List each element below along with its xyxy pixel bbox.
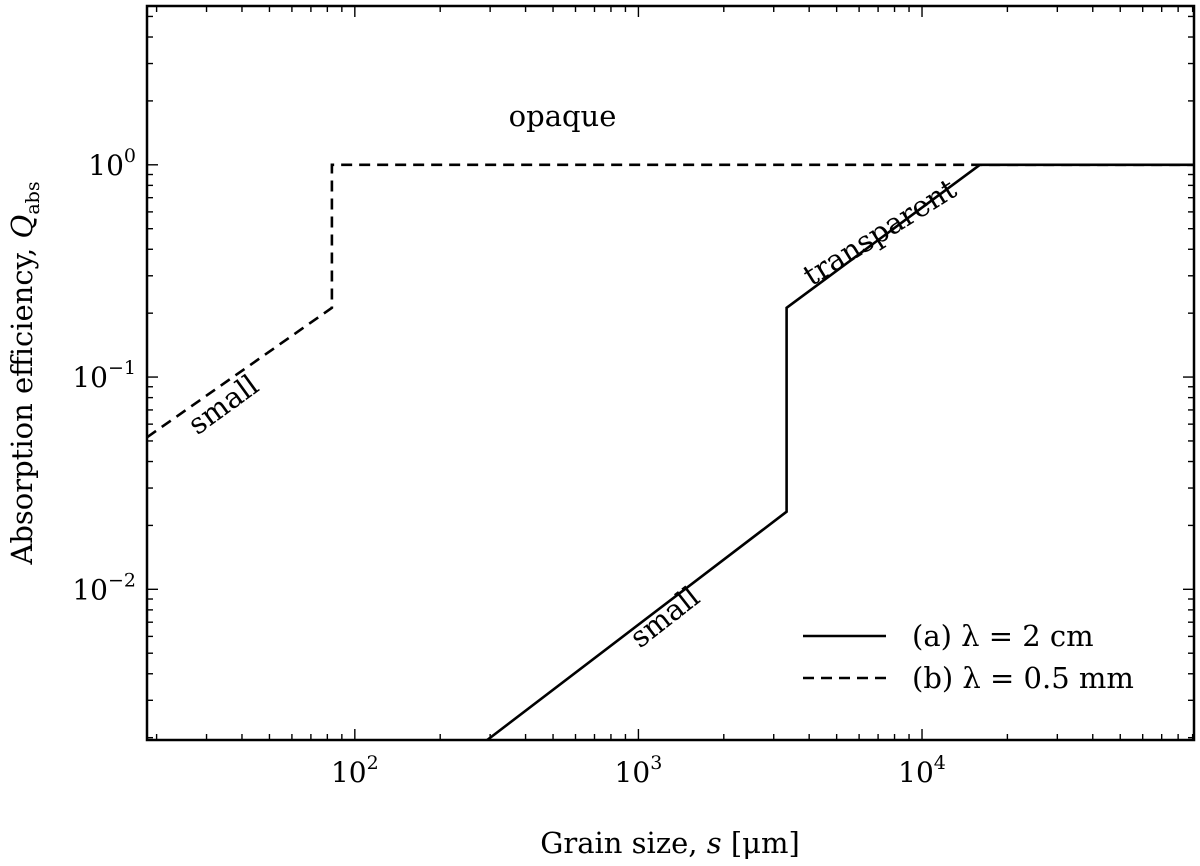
y-axis-label: Absorption efficiency, Qabs [5, 181, 44, 565]
legend-label-series-b: (b) λ = 0.5 mm [912, 661, 1134, 695]
ticks-layer [147, 6, 1194, 740]
y-tick-label: 10−2 [72, 569, 136, 606]
y-tick-label: 100 [88, 145, 136, 182]
tick-labels-layer: 102 103 104 100 10−1 10−2 [72, 145, 946, 789]
x-tick-label: 103 [615, 752, 663, 789]
x-tick-label: 102 [331, 752, 379, 789]
x-tick-label: 104 [898, 752, 946, 789]
annotation-small: small [623, 579, 706, 654]
legend-label-series-a: (a) λ = 2 cm [912, 619, 1094, 653]
y-tick-label: 10−1 [72, 357, 136, 394]
annotations-layer: opaque transparent small small [181, 99, 962, 654]
x-axis-label: Grain size, s [μm] [540, 826, 800, 860]
series-line-b [147, 163, 1194, 439]
annotation-small: small [181, 368, 264, 441]
annotation-transparent: transparent [797, 171, 963, 292]
legend: (a) λ = 2 cm (b) λ = 0.5 mm [803, 619, 1134, 695]
annotation-opaque: opaque [509, 99, 617, 133]
plot-frame [145, 4, 1196, 742]
series-layer [147, 163, 1194, 740]
